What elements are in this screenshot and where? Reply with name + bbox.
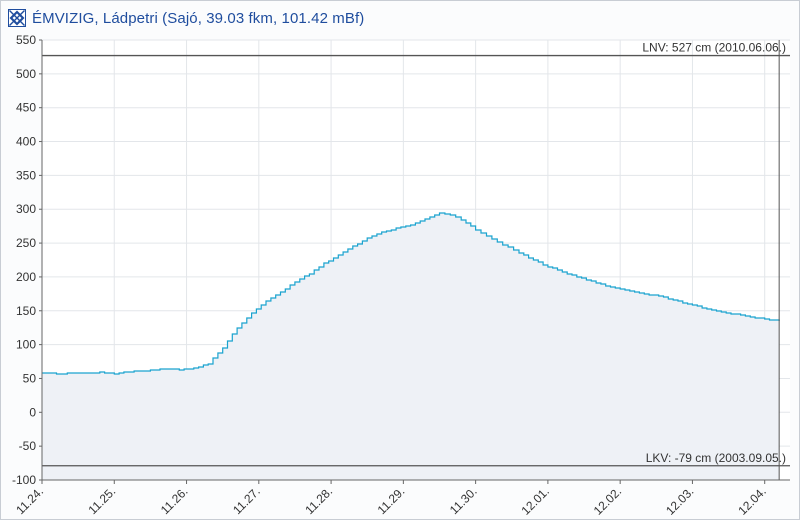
y-tick-label: -100 [12,473,36,487]
y-tick-label: 0 [29,405,36,419]
y-tick-label: 500 [16,67,36,81]
series-line [42,212,780,375]
series-area-fill [42,213,780,480]
y-tick-label: -50 [19,439,37,453]
x-tick-label: 11.25. [86,484,119,517]
y-tick-label: 450 [16,101,36,115]
x-tick-label: 11.27. [230,484,263,517]
y-tick-label: 550 [16,33,36,47]
y-tick-label: 200 [16,270,36,284]
y-tick-label: 300 [16,202,36,216]
reference-line-label: LNV: 527 cm (2010.06.06.) [642,41,786,55]
chart-title: ÉMVIZIG, Ládpetri (Sajó, 39.03 fkm, 101.… [32,9,365,27]
x-tick-label: 12.02. [591,484,624,517]
emvizig-logo-icon [8,9,26,27]
y-tick-label: 100 [16,338,36,352]
x-tick-label: 12.04. [735,484,768,517]
x-tick-label: 12.03. [663,484,696,517]
x-tick-label: 11.26. [158,484,191,517]
chart-header: ÉMVIZIG, Ládpetri (Sajó, 39.03 fkm, 101.… [8,7,364,29]
y-tick-label: 50 [23,371,37,385]
x-tick-label: 12.01. [519,484,552,517]
x-tick-label: 11.28. [302,484,335,517]
x-tick-label: 11.30. [447,484,480,517]
y-tick-label: 400 [16,135,36,149]
reference-line-label: LKV: -79 cm (2003.09.05.) [646,451,786,465]
x-tick-label: 11.24. [13,484,46,517]
y-tick-label: 250 [16,236,36,250]
y-tick-label: 150 [16,304,36,318]
y-tick-label: 350 [16,168,36,182]
x-tick-label: 11.29. [375,484,408,517]
